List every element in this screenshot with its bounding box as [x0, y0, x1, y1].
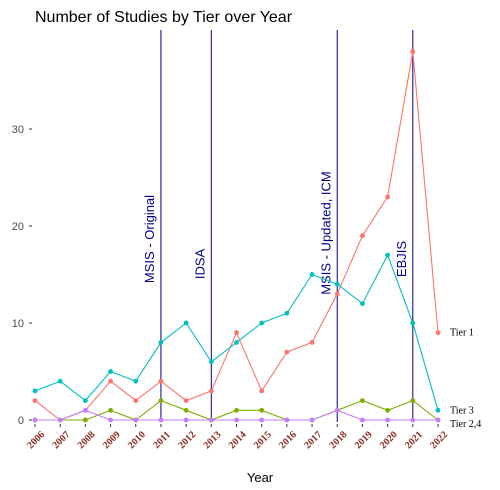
data-point	[309, 272, 315, 277]
data-point	[234, 407, 239, 413]
data-point	[284, 349, 290, 355]
data-point	[108, 369, 113, 374]
data-point	[385, 417, 391, 423]
y-tick-label: 20	[12, 221, 24, 233]
data-point	[284, 310, 290, 316]
data-point	[133, 417, 139, 423]
series-group: Tier 1 Tier 3 Tier 2,4	[32, 49, 481, 430]
chart-title: Number of Studies by Tier over Year	[35, 9, 293, 26]
data-point	[183, 320, 189, 326]
vline-label: MSIS - Original	[142, 195, 157, 283]
x-tick-label: 2015	[252, 429, 274, 451]
data-point	[435, 407, 441, 413]
data-point	[183, 407, 189, 413]
vline-label: IDSA	[192, 249, 207, 280]
series-label: Tier 1	[450, 328, 474, 339]
data-point	[82, 398, 88, 403]
data-point	[334, 281, 340, 287]
x-axis-label: Year	[247, 470, 274, 485]
data-point	[334, 291, 340, 297]
data-point	[32, 398, 38, 403]
x-tick-label: 2009	[101, 429, 123, 451]
data-point	[108, 407, 113, 413]
x-tick-label: 2010	[126, 429, 148, 451]
data-point	[108, 378, 113, 384]
data-point	[208, 359, 214, 365]
data-point	[259, 407, 265, 413]
x-tick-label: 2006	[25, 429, 47, 451]
data-point	[360, 233, 365, 239]
data-point	[385, 407, 391, 413]
data-point	[57, 378, 63, 384]
data-point	[32, 417, 38, 423]
data-point	[158, 340, 164, 345]
x-tick-label: 2014	[227, 429, 249, 451]
data-point	[208, 388, 214, 394]
x-tick-label: 2016	[277, 429, 299, 451]
data-point	[234, 417, 239, 423]
data-point	[410, 398, 416, 403]
data-point	[435, 417, 441, 423]
data-point	[360, 301, 365, 306]
data-point	[82, 407, 88, 413]
data-point	[385, 194, 391, 200]
vline-label: EBJIS	[394, 241, 409, 277]
data-point	[108, 417, 113, 423]
y-tick-label: 10	[12, 318, 24, 330]
data-point	[410, 417, 416, 423]
x-tick-label: 2008	[76, 429, 98, 451]
data-point	[309, 417, 315, 423]
x-tick-label: 2019	[353, 429, 375, 451]
data-point	[234, 330, 239, 336]
x-tick-label: 2018	[328, 429, 350, 451]
y-tick-label: 0	[18, 415, 24, 427]
x-tick-label: 2012	[176, 429, 198, 451]
data-point	[208, 417, 214, 423]
data-point	[259, 388, 265, 394]
data-point	[133, 398, 139, 403]
axes: 0 10 20 30	[12, 124, 32, 427]
data-point	[32, 388, 38, 394]
x-ticks: 2006 2007 2008 2009 2010 2011 2012 2013 2014 2015…	[25, 424, 450, 451]
series-label: Tier 3	[450, 405, 474, 416]
y-tick-label: 30	[12, 124, 24, 136]
data-point	[435, 330, 441, 336]
x-tick-label: 2021	[403, 429, 425, 451]
data-point	[334, 407, 340, 413]
data-point	[183, 417, 189, 423]
x-tick-label: 2022	[428, 429, 450, 451]
data-point	[259, 320, 265, 326]
data-point	[158, 398, 164, 403]
data-point	[158, 378, 164, 384]
data-point	[57, 417, 63, 423]
data-point	[360, 417, 365, 423]
vline-label: MSIS - Updated, ICM	[318, 171, 333, 295]
data-point	[410, 49, 416, 54]
x-tick-label: 2013	[202, 429, 224, 451]
data-point	[133, 378, 139, 384]
x-tick-label: 2007	[50, 429, 72, 451]
data-point	[385, 252, 391, 258]
data-point	[259, 417, 265, 423]
series-label: Tier 2,4	[450, 419, 481, 430]
x-tick-label: 2011	[151, 429, 173, 451]
data-point	[309, 340, 315, 345]
data-point	[284, 417, 290, 423]
data-point	[183, 398, 189, 403]
vertical-markers: MSIS - Original IDSA MSIS - Updated, ICM EB…	[142, 30, 414, 422]
data-point	[82, 417, 88, 423]
x-tick-label: 2020	[378, 429, 400, 451]
series-line	[34, 51, 439, 421]
x-tick-label: 2017	[302, 429, 324, 451]
data-point	[410, 320, 416, 326]
data-point	[360, 398, 365, 403]
data-point	[158, 417, 164, 423]
data-point	[234, 340, 239, 345]
